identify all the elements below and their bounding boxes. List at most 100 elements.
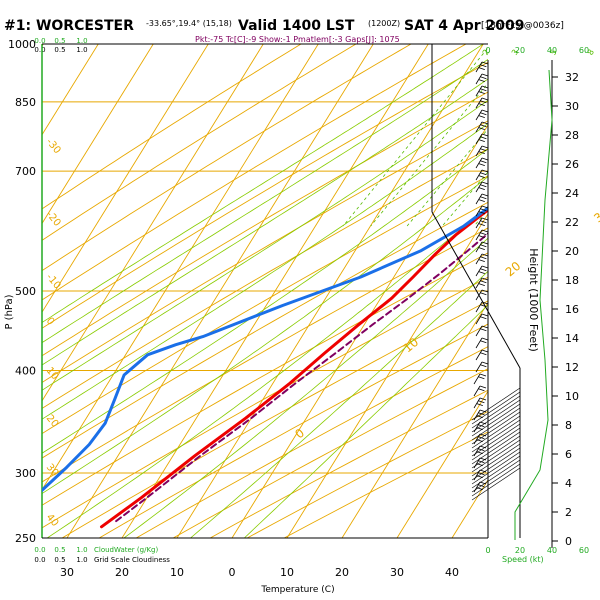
height-tick-label: 24 (565, 187, 579, 200)
low-level-barb (471, 443, 521, 477)
moist-adiabat (42, 148, 488, 454)
adiabat-label: 40 (44, 512, 61, 529)
profiles (42, 206, 488, 529)
isotherm-line (341, 301, 488, 538)
wind-barb-flag (480, 124, 487, 128)
wind-barb-flag (480, 256, 487, 260)
wind-barb-staff (475, 61, 483, 73)
low-level-barb (471, 419, 521, 453)
isotherm-line (121, 44, 429, 538)
wind-barb-staff (475, 169, 483, 181)
height-tick-label: 18 (565, 274, 579, 287)
wind-barb-flag (478, 139, 485, 142)
height-tick-label: 22 (565, 216, 579, 229)
utc-time: (1200Z) (368, 19, 400, 28)
wind-barb-flag (481, 169, 489, 173)
cloud-top-tick-black: 0.0 (34, 46, 45, 54)
low-level-barb (471, 463, 521, 497)
wind-barb-flag (481, 193, 489, 197)
x-tick-label: 0 (229, 566, 236, 579)
wind-barb-flag (480, 184, 487, 188)
isotherm-label: 20 (503, 259, 524, 280)
wind-barb-flag (481, 97, 489, 101)
adiabat-label: -30 (44, 137, 63, 157)
wind-barb-staff (475, 349, 483, 361)
wind-barb-flag (478, 163, 485, 166)
dry-adiabat (135, 346, 488, 538)
moist-adiabat (42, 78, 488, 366)
wind-barb-flag (478, 235, 485, 238)
wind-barb-flag (480, 328, 487, 332)
station-coords: -33.65°,19.4° (15,18) (146, 19, 232, 28)
mixing-ratio-line (473, 209, 488, 227)
wind-barb-flag (480, 268, 487, 272)
wind-barb-staff (475, 265, 483, 277)
mixing-ratio-line (342, 47, 488, 227)
dry-adiabat (42, 148, 488, 409)
isotherm-line (42, 44, 264, 402)
dry-adiabat (283, 431, 488, 538)
wind-barb-flag (480, 148, 487, 152)
mixing-ratio-label: 2 (481, 48, 491, 57)
wind-barb-flag (478, 103, 485, 106)
wind-barb-flag (478, 151, 485, 154)
cloud-top-tick: 0.0 (34, 37, 45, 45)
wind-barb-staff (475, 121, 483, 133)
wind-barb-flag (481, 157, 489, 161)
adiabat-label: 0 (44, 316, 57, 328)
isotherm-line (176, 44, 484, 538)
wind-barb-staff (475, 217, 483, 229)
y-tick-label: 300 (15, 467, 36, 480)
wind-barb-flag (479, 385, 487, 389)
speed-tick-bottom: 20 (515, 546, 525, 555)
cloud-top-tick-black: 0.5 (54, 46, 65, 54)
wind-barb-staff (475, 73, 483, 85)
cloud-bottom-tick: 1.0 (76, 546, 87, 554)
isotherm-line (231, 124, 488, 538)
wind-barb-flag (480, 280, 487, 284)
moist-adiabat (42, 176, 488, 495)
height-tick-label: 6 (565, 448, 572, 461)
x-tick-label: 30 (60, 566, 74, 579)
barb-panel-edge (431, 211, 521, 369)
height-tick-label: 12 (565, 361, 579, 374)
mixing-ratio-label: 5 (548, 48, 558, 57)
wind-barb-staff (475, 109, 483, 121)
isotherm-line (66, 44, 374, 538)
wind-barb-flag (480, 136, 487, 140)
low-level-barb (471, 387, 521, 421)
wind-barb-staff (475, 325, 483, 337)
parcel-line (114, 232, 488, 523)
dry-adiabat (246, 410, 488, 538)
y-tick-label: 500 (15, 285, 36, 298)
height-tick-label: 0 (565, 535, 572, 548)
wind-barb-flag (480, 340, 487, 344)
cloud-bottom-tick-black: 0.0 (34, 556, 45, 564)
dry-adiabat (42, 175, 488, 435)
cloud-top-tick: 0.5 (54, 37, 65, 45)
adiabat-label: 20 (44, 413, 61, 430)
wind-barb-staff (473, 373, 481, 385)
wind-barb-staff (475, 205, 483, 217)
height-tick-label: 8 (565, 419, 572, 432)
moist-adiabat (42, 44, 484, 323)
dry-adiabat (42, 252, 488, 506)
y-tick-label: 400 (15, 365, 36, 378)
low-level-barb (471, 451, 521, 485)
isotherm-line (42, 44, 154, 225)
wind-barb-staff (475, 97, 483, 109)
wind-barb-flag (478, 400, 485, 404)
wind-barb-flag (481, 229, 489, 233)
dry-adiabat (42, 44, 467, 301)
wind-barb-flag (481, 313, 489, 317)
mixing-ratio-line (406, 128, 488, 227)
dry-adiabat (42, 44, 412, 272)
isotherm-line (42, 44, 99, 136)
low-level-barb (471, 435, 521, 469)
wind-barb-flag (478, 211, 485, 214)
wind-barb-staff (475, 181, 483, 193)
wind-barb-flag (479, 397, 487, 401)
wind-barb-staff (475, 301, 483, 313)
x-tick-label: 30 (390, 566, 404, 579)
